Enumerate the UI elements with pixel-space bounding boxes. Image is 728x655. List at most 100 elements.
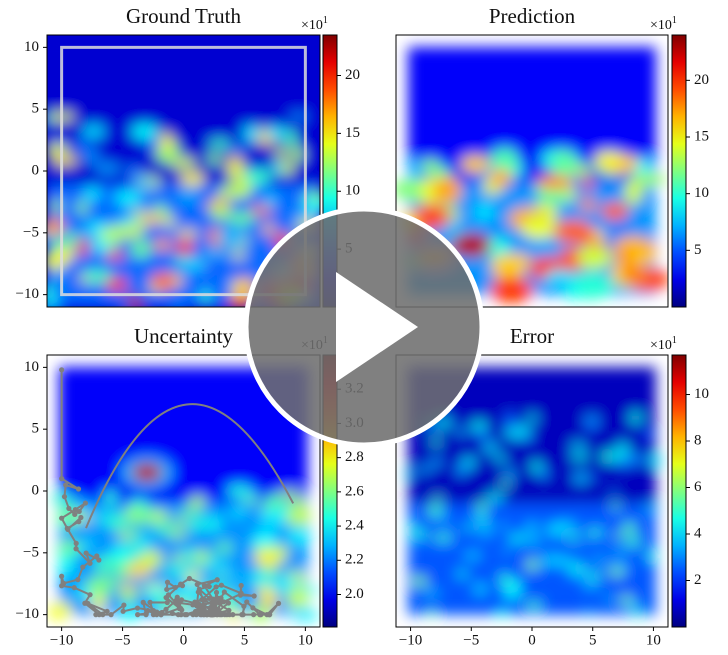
heatmap-blob bbox=[104, 278, 128, 291]
heatmap-blob bbox=[175, 229, 200, 238]
heatmap-blob bbox=[262, 223, 276, 235]
trajectory-point bbox=[87, 592, 93, 598]
heatmap-blob bbox=[432, 496, 444, 502]
x-tick-label: −5 bbox=[115, 632, 131, 648]
heatmap-blob bbox=[290, 498, 308, 509]
y-tick-label: −10 bbox=[16, 606, 39, 622]
trajectory-point bbox=[201, 583, 208, 589]
heatmap-blob bbox=[613, 563, 631, 570]
heatmap-blob bbox=[504, 427, 524, 439]
trajectory-point bbox=[80, 564, 86, 570]
colorbar-tick-label: 2 bbox=[694, 572, 702, 588]
heatmap-blob bbox=[227, 146, 250, 154]
heatmap-blob bbox=[588, 528, 601, 538]
heatmap-blob bbox=[460, 155, 490, 173]
panel: Ground Truth−10−505105101520×101 bbox=[16, 4, 360, 308]
heatmap-blob bbox=[220, 574, 246, 584]
heatmap-blob bbox=[76, 201, 88, 215]
heatmap-blob bbox=[55, 248, 75, 262]
heatmap-blob bbox=[437, 540, 453, 546]
play-icon[interactable] bbox=[336, 272, 418, 382]
heatmap-blob bbox=[494, 455, 506, 462]
colorbar-tick-label: 8 bbox=[694, 432, 702, 448]
trajectory-point bbox=[199, 606, 205, 612]
heatmap-blob bbox=[280, 502, 292, 513]
heatmap-blob bbox=[153, 239, 172, 251]
trajectory-point bbox=[71, 585, 77, 591]
heatmap-blob bbox=[489, 169, 513, 187]
trajectory-point bbox=[164, 599, 170, 606]
heatmap-blob bbox=[485, 236, 510, 260]
colorbar-offset: ×101 bbox=[650, 15, 677, 33]
heatmap-blob bbox=[124, 507, 138, 521]
heatmap-blob bbox=[194, 549, 208, 567]
heatmap-blob bbox=[473, 429, 489, 439]
heatmap-blob bbox=[114, 191, 143, 205]
trajectory-point bbox=[143, 612, 149, 618]
heatmap-blob bbox=[175, 240, 194, 256]
heatmap-blob bbox=[51, 493, 75, 505]
colorbar-tick-label: 15 bbox=[345, 125, 360, 141]
heatmap-blob bbox=[483, 441, 497, 453]
x-tick-label: 10 bbox=[298, 632, 313, 648]
colorbar-tick-label: 15 bbox=[694, 128, 709, 144]
heatmap-image bbox=[47, 355, 320, 627]
heatmap-blob bbox=[591, 475, 600, 481]
y-tick-label: 0 bbox=[32, 162, 40, 178]
trajectory-point bbox=[238, 582, 244, 589]
heatmap-blob bbox=[135, 555, 155, 563]
x-tick-label: 5 bbox=[241, 632, 249, 648]
colorbar-tick-label: 2.6 bbox=[345, 483, 364, 499]
heatmap-blob bbox=[499, 574, 511, 586]
heatmap-blob bbox=[95, 564, 111, 573]
heatmap-blob bbox=[570, 442, 586, 449]
trajectory-point bbox=[172, 584, 178, 591]
heatmap-blob bbox=[215, 542, 233, 553]
heatmap-blob bbox=[270, 575, 298, 594]
heatmap-blob bbox=[476, 502, 489, 512]
colorbar-tick-label: 2.0 bbox=[345, 586, 364, 602]
trajectory-point bbox=[221, 599, 227, 605]
heatmap-blob bbox=[104, 489, 117, 507]
trajectory-point bbox=[96, 557, 102, 563]
heatmap-blob bbox=[291, 148, 305, 161]
heatmap-blob bbox=[256, 585, 274, 597]
heatmap-blob bbox=[76, 239, 89, 256]
trajectory-point bbox=[65, 526, 71, 533]
colorbar-tick-label: 6 bbox=[694, 479, 702, 495]
heatmap-blob bbox=[535, 175, 573, 191]
heatmap-blob bbox=[625, 536, 641, 547]
heatmap-blob bbox=[508, 535, 528, 543]
heatmap-blob bbox=[531, 461, 542, 473]
trajectory-point bbox=[154, 609, 160, 615]
trajectory-point bbox=[230, 612, 236, 618]
trajectory-point bbox=[213, 589, 220, 596]
heatmap-blob bbox=[556, 525, 570, 534]
offset-base: ×10 bbox=[650, 18, 672, 33]
heatmap-blob bbox=[617, 442, 629, 448]
heatmap-field bbox=[404, 367, 663, 618]
heatmap-blob bbox=[116, 214, 141, 225]
heatmap-blob bbox=[500, 481, 510, 487]
heatmap-blob bbox=[631, 172, 666, 187]
trajectory-point bbox=[134, 605, 141, 611]
play-button[interactable] bbox=[243, 206, 485, 448]
colorbar-offset: ×101 bbox=[301, 15, 328, 33]
heatmap-blob bbox=[433, 533, 453, 543]
heatmap-blob bbox=[122, 224, 145, 238]
trajectory-point bbox=[244, 599, 250, 605]
heatmap-blob bbox=[232, 252, 246, 261]
heatmap-blob bbox=[562, 596, 571, 606]
heatmap-field bbox=[48, 367, 318, 622]
heatmap-blob bbox=[404, 469, 413, 479]
heatmap-blob bbox=[147, 586, 166, 602]
heatmap-blob bbox=[614, 532, 623, 539]
trajectory-point bbox=[199, 597, 205, 603]
trajectory-point bbox=[94, 553, 100, 559]
heatmap-blob bbox=[524, 601, 543, 609]
x-tick-label: −5 bbox=[463, 632, 479, 648]
offset-exponent: 1 bbox=[672, 335, 677, 346]
heatmap-blob bbox=[607, 543, 617, 550]
heatmap-blob bbox=[243, 169, 271, 186]
heatmap-blob bbox=[124, 529, 141, 538]
